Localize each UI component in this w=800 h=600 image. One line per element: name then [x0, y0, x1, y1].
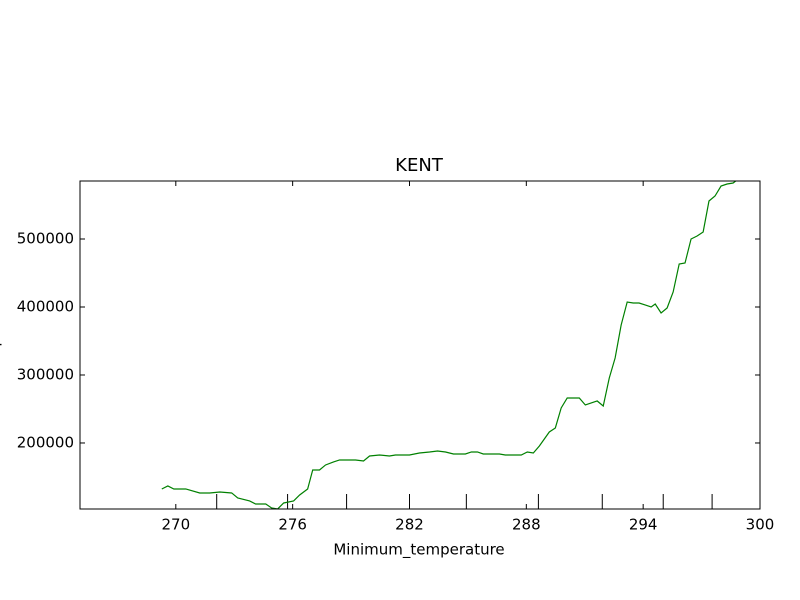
x-tick-label: 300 — [746, 516, 775, 534]
y-tick-label: 500000 — [17, 229, 74, 247]
x-tick-label: 270 — [161, 516, 190, 534]
y-tick-label: 300000 — [17, 365, 74, 383]
x-tick-label: 288 — [512, 516, 541, 534]
axes-frame — [79, 180, 761, 510]
chart-title: KENT — [395, 155, 444, 176]
x-axis-label: Minimum_temperature — [333, 541, 504, 560]
x-tick-label: 282 — [395, 516, 424, 534]
x-tick-label: 294 — [629, 516, 658, 534]
y-axis-label: Partial dependence — [0, 273, 3, 418]
y-tick-label: 200000 — [17, 433, 74, 451]
data-line — [161, 181, 737, 509]
x-tick-label: 276 — [278, 516, 307, 534]
y-tick-label: 400000 — [17, 297, 74, 315]
